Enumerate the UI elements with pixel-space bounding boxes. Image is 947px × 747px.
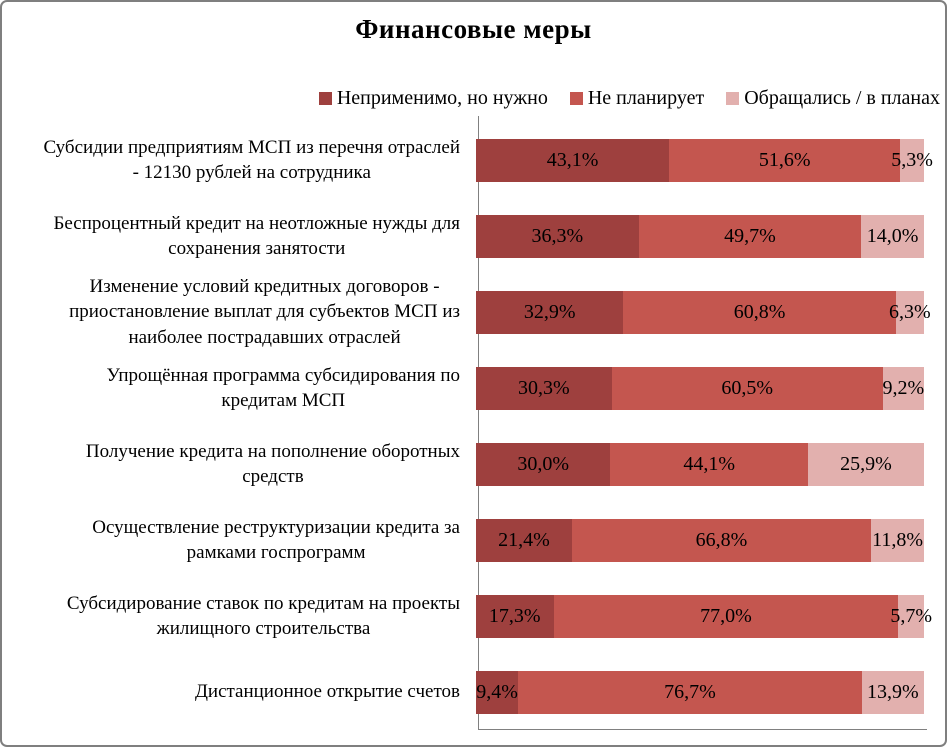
category-label: Беспроцентный кредит на неотложные нужды… <box>53 212 460 259</box>
legend-item: Обращались / в планах <box>726 87 940 110</box>
value-label: 49,7% <box>724 224 776 247</box>
category-label-cell: Дистанционное открытие счетов <box>2 654 476 730</box>
bar-segment: 76,7% <box>518 670 862 714</box>
category-axis-line <box>478 116 479 729</box>
bar-segment: 9,2% <box>882 366 925 410</box>
bar-segment: 30,3% <box>476 366 612 410</box>
category-label-cell: Беспроцентный кредит на неотложные нужды… <box>2 198 476 274</box>
bar-segment: 60,8% <box>623 290 896 334</box>
bar-segment: 11,8% <box>871 518 924 562</box>
legend-swatch-icon <box>726 92 740 105</box>
value-label: 21,4% <box>498 528 550 551</box>
bar-segment: 17,3% <box>476 594 554 638</box>
legend: Неприменимо, но нужно Не планирует Обращал… <box>318 87 940 110</box>
bar-segment: 51,6% <box>669 138 901 182</box>
chart-row: Изменение условий кредитных договоров - … <box>2 274 945 350</box>
value-label: 9,2% <box>882 376 925 399</box>
value-label: 36,3% <box>531 224 584 247</box>
legend-item: Не планирует <box>569 87 705 110</box>
legend-label: Обращались / в планах <box>744 87 940 109</box>
bar-track: 30,0% 44,1% 25,9% <box>476 442 924 486</box>
category-label-cell: Получение кредита на пополнение оборотны… <box>2 426 476 502</box>
chart-row: Беспроцентный кредит на неотложные нужды… <box>2 198 945 274</box>
category-label: Дистанционное открытие счетов <box>194 681 460 703</box>
bar-track: 36,3% 49,7% 14,0% <box>476 214 924 258</box>
bar-segment: 6,3% <box>889 290 931 334</box>
category-label: Изменение условий кредитных договоров - … <box>69 276 460 348</box>
value-label: 9,4% <box>476 680 518 703</box>
value-label: 25,9% <box>840 452 892 475</box>
bar-segment: 14,0% <box>861 214 924 258</box>
value-label: 44,1% <box>683 452 735 475</box>
bar-track: 9,4% 76,7% 13,9% <box>476 670 924 714</box>
value-label: 77,0% <box>700 604 752 627</box>
bar-segment: 77,0% <box>553 594 899 638</box>
value-label: 17,3% <box>488 604 541 627</box>
bar-segment: 43,1% <box>476 138 670 182</box>
category-label: Субсидирование ставок по кредитам на про… <box>66 592 460 639</box>
bar-segment: 5,3% <box>891 138 933 182</box>
bar-track: 30,3% 60,5% 9,2% <box>476 366 925 410</box>
value-axis-line <box>478 729 927 730</box>
value-label: 60,5% <box>721 376 774 399</box>
category-label: Осуществление реструктуризации кредита з… <box>92 516 460 563</box>
bar-track: 43,1% 51,6% 5,3% <box>476 138 933 182</box>
bar-track: 17,3% 77,0% 5,7% <box>476 594 932 638</box>
value-label: 76,7% <box>664 680 716 703</box>
category-label-cell: Субсидирование ставок по кредитам на про… <box>2 578 476 654</box>
value-label: 60,8% <box>733 300 786 323</box>
category-label: Упрощённая программа субсидирования по к… <box>106 364 460 411</box>
bar-segment: 25,9% <box>807 442 924 486</box>
bar-segment: 30,0% <box>476 442 611 486</box>
value-label: 14,0% <box>866 224 919 247</box>
bar-segment: 32,9% <box>476 290 624 334</box>
category-label: Получение кредита на пополнение оборотны… <box>85 440 460 487</box>
legend-item: Неприменимо, но нужно <box>318 87 548 110</box>
chart-row: Получение кредита на пополнение оборотны… <box>2 426 945 502</box>
plot-area: Субсидии предприятиям МСП из перечня отр… <box>2 122 945 730</box>
value-label: 43,1% <box>546 148 599 171</box>
value-label: 13,9% <box>867 680 919 703</box>
value-label: 51,6% <box>758 148 811 171</box>
value-label: 30,0% <box>517 452 570 475</box>
legend-label: Не планирует <box>587 87 705 109</box>
chart-row: Дистанционное открытие счетов 9,4% 76,7% 13… <box>2 654 945 730</box>
bar-segment: 36,3% <box>476 214 639 258</box>
chart-row: Субсидии предприятиям МСП из перечня отр… <box>2 122 945 198</box>
bar-segment: 60,5% <box>611 366 883 410</box>
category-label: Субсидии предприятиям МСП из перечня отр… <box>43 136 460 183</box>
bar-segment: 9,4% <box>476 670 519 714</box>
category-label-cell: Упрощённая программа субсидирования по к… <box>2 350 476 426</box>
bar-segment: 66,8% <box>571 518 872 562</box>
value-label: 66,8% <box>695 528 748 551</box>
value-label: 11,8% <box>872 528 923 551</box>
chart-row: Осуществление реструктуризации кредита з… <box>2 502 945 578</box>
legend-swatch-icon <box>318 92 332 105</box>
bar-segment: 5,7% <box>890 594 932 638</box>
bar-track: 21,4% 66,8% 11,8% <box>476 518 924 562</box>
value-label: 32,9% <box>523 300 576 323</box>
chart-row: Упрощённая программа субсидирования по к… <box>2 350 945 426</box>
legend-label: Неприменимо, но нужно <box>336 87 548 109</box>
value-label: 5,3% <box>891 148 933 171</box>
category-label-cell: Изменение условий кредитных договоров - … <box>2 274 476 350</box>
bar-track: 32,9% 60,8% 6,3% <box>476 290 931 334</box>
bar-segment: 21,4% <box>476 518 572 562</box>
category-label-cell: Осуществление реструктуризации кредита з… <box>2 502 476 578</box>
value-label: 6,3% <box>889 300 931 323</box>
value-label: 5,7% <box>890 604 933 627</box>
bar-segment: 49,7% <box>638 214 862 258</box>
legend-swatch-icon <box>569 92 583 105</box>
chart-row: Субсидирование ставок по кредитам на про… <box>2 578 945 654</box>
category-label-cell: Субсидии предприятиям МСП из перечня отр… <box>2 122 476 198</box>
value-label: 30,3% <box>518 376 570 399</box>
bar-segment: 44,1% <box>610 442 808 486</box>
chart-title: Финансовые меры <box>355 14 592 44</box>
bar-segment: 13,9% <box>861 670 924 714</box>
